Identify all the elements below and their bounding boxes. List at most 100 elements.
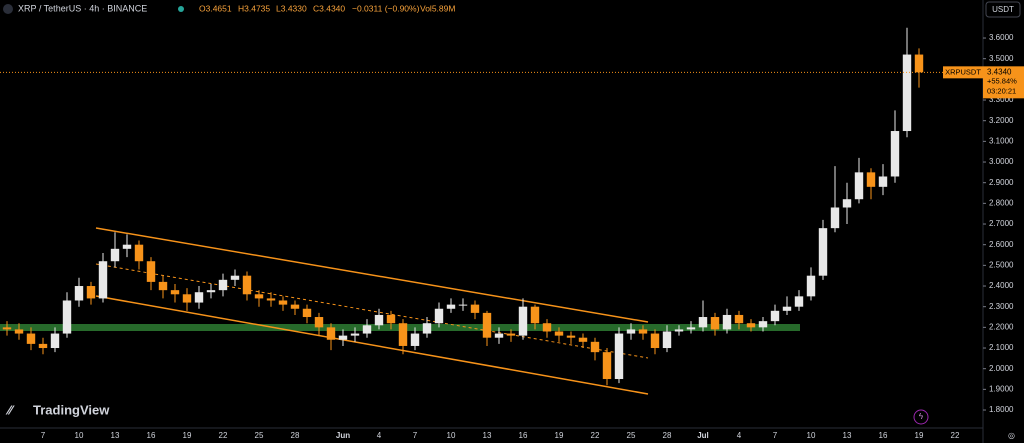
candle-body [890, 131, 900, 177]
candle-body [842, 199, 852, 208]
x-tick-label: 7 [41, 431, 46, 440]
x-tick-label: 13 [483, 431, 492, 440]
x-tick-label: 16 [879, 431, 888, 440]
price-tag [983, 66, 1024, 99]
x-tick-label: 13 [843, 431, 852, 440]
y-tick-label: 3.3000 [989, 95, 1014, 104]
ohlc-high: H3.4735 [238, 3, 270, 13]
candle-body [38, 343, 48, 349]
candle-body [218, 279, 228, 291]
candle-body [578, 337, 588, 342]
price-tag-change: +55.84% [987, 76, 1017, 85]
candle-body [422, 323, 432, 334]
x-tick-label: 22 [219, 431, 228, 440]
candle-body [590, 341, 600, 353]
candle-body [806, 275, 816, 297]
candle-body [638, 329, 648, 334]
candle-body [782, 306, 792, 311]
candle-body [614, 333, 624, 380]
candle-body [134, 244, 144, 262]
candle-body [554, 331, 564, 336]
candle-body [146, 261, 156, 282]
candle-body [14, 329, 24, 334]
x-tick-label: 16 [147, 431, 156, 440]
candle-body [26, 333, 36, 344]
candle-body [698, 317, 708, 328]
candle-body [650, 333, 660, 349]
y-tick-label: 2.7000 [989, 219, 1014, 228]
candle-body [62, 300, 72, 334]
x-tick-label: 22 [591, 431, 600, 440]
y-tick-label: 3.6000 [989, 33, 1014, 42]
y-tick-label: 3.0000 [989, 157, 1014, 166]
settings-icon[interactable]: ◎ [1008, 431, 1015, 440]
x-tick-label: 28 [663, 431, 672, 440]
x-tick-label: Jun [336, 431, 350, 440]
y-tick-label: 2.0000 [989, 364, 1014, 373]
ohlc-change: −0.0311 (−0.90%) [352, 3, 420, 13]
x-tick-label: 10 [75, 431, 84, 440]
candle-body [182, 294, 192, 303]
candle-body [434, 308, 444, 324]
candle-body [374, 314, 384, 326]
x-tick-label: 13 [111, 431, 120, 440]
candle-body [302, 308, 312, 318]
y-tick-label: 3.2000 [989, 116, 1014, 125]
currency[interactable]: USDT [992, 5, 1014, 14]
candle-body [266, 298, 276, 301]
alert-button[interactable] [913, 409, 929, 425]
y-tick-label: 2.3000 [989, 302, 1014, 311]
candle-body [314, 317, 324, 328]
candle-body [254, 294, 264, 299]
ohlc-low: L3.4330 [276, 3, 307, 13]
candle-body [710, 317, 720, 330]
candle-body [398, 323, 408, 346]
candle-body [686, 327, 696, 330]
candle-body [674, 329, 684, 332]
candle-body [362, 325, 372, 334]
y-tick-label: 2.4000 [989, 281, 1014, 290]
candle-body [326, 327, 336, 340]
y-tick-label: 2.9000 [989, 178, 1014, 187]
currency-button[interactable] [985, 1, 1021, 18]
x-tick-label: 4 [377, 431, 382, 440]
volume: Vol5.89M [420, 3, 455, 13]
candle-body [170, 290, 180, 295]
x-tick-label: 19 [555, 431, 564, 440]
candle-body [722, 314, 732, 330]
ohlc-open: O3.4651 [199, 3, 232, 13]
candle-body [242, 275, 252, 295]
candle-body [110, 248, 120, 262]
candle-body [278, 300, 288, 305]
candle-body [818, 228, 828, 276]
y-tick-label: 2.5000 [989, 260, 1014, 269]
candle-body [386, 314, 396, 324]
x-tick-label: 19 [183, 431, 192, 440]
x-tick-label: 25 [255, 431, 264, 440]
candle-body [290, 304, 300, 309]
candle-body [458, 304, 468, 306]
y-tick-label: 1.8000 [989, 405, 1014, 414]
candle-body [866, 172, 876, 187]
symbol-tag [943, 66, 983, 79]
candle-body [410, 333, 420, 346]
x-tick-label: 4 [737, 431, 742, 440]
y-tick-label: 2.8000 [989, 198, 1014, 207]
candle-body [98, 261, 108, 299]
alert-icon[interactable]: ϟ [919, 412, 924, 421]
y-tick-label: 3.1000 [989, 136, 1014, 145]
candle-body [494, 333, 504, 338]
candle-body [854, 172, 864, 200]
candle-body [914, 54, 924, 73]
candle-body [482, 312, 492, 338]
candle-body [338, 335, 348, 340]
x-tick-label: 7 [413, 431, 418, 440]
x-tick-label: Jul [697, 431, 709, 440]
y-tick-label: 2.6000 [989, 240, 1014, 249]
symbol-tag-text: XRPUSDT [945, 67, 981, 76]
x-tick-label: 10 [807, 431, 816, 440]
candle-body [758, 321, 768, 328]
candle-body [734, 314, 744, 324]
candle-body [470, 304, 480, 313]
candle-body [746, 323, 756, 328]
